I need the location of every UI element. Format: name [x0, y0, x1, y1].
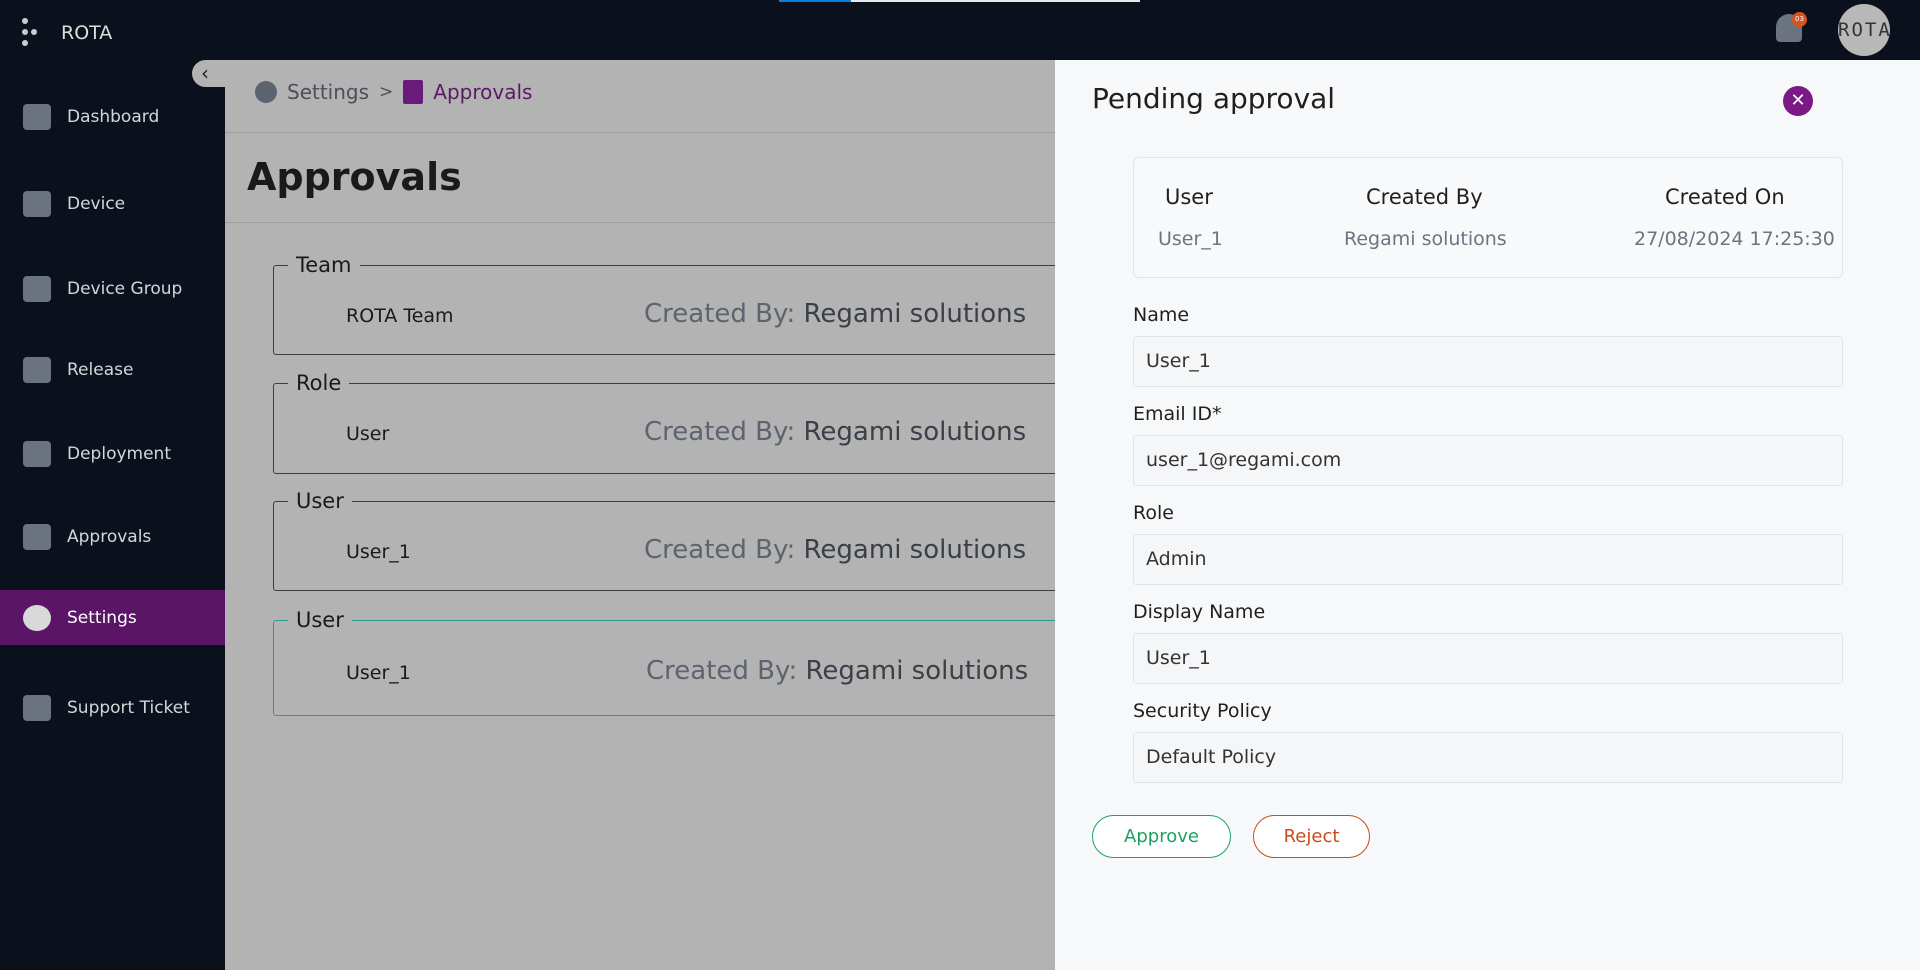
sidebar-item-release[interactable]: Release: [0, 342, 225, 397]
approval-card-user-selected[interactable]: User User_1 Created By: Regami solutions: [273, 608, 1093, 716]
card-name: User_1: [346, 662, 411, 684]
sidebar-item-label: Release: [67, 359, 134, 380]
approval-card-team[interactable]: Team ROTA Team Created By: Regami soluti…: [273, 253, 1093, 355]
divider: [225, 222, 1055, 223]
ticket-icon: [23, 694, 51, 721]
dashboard-icon: [23, 103, 51, 130]
sidebar-item-label: Settings: [67, 607, 137, 628]
summary-user: User_1: [1158, 228, 1223, 250]
card-created-by: Created By: Regami solutions: [644, 299, 1027, 329]
display-name-label: Display Name: [1133, 601, 1266, 623]
page-title: Approvals: [247, 155, 462, 199]
card-type: User: [296, 608, 344, 632]
name-label: Name: [1133, 304, 1190, 326]
reject-button[interactable]: Reject: [1253, 815, 1370, 858]
collapse-sidebar-button[interactable]: ‹: [192, 60, 225, 87]
approvals-doc-icon: [403, 80, 424, 104]
role-label: Role: [1133, 502, 1174, 524]
role-field[interactable]: Admin: [1133, 534, 1843, 585]
sidebar-item-label: Device Group: [67, 278, 183, 299]
panel-title: Pending approval: [1092, 82, 1336, 115]
device-group-icon: [23, 275, 51, 302]
card-created-by: Created By: Regami solutions: [646, 656, 1029, 686]
email-label: Email ID*: [1133, 403, 1222, 425]
sidebar-item-support-ticket[interactable]: Support Ticket: [0, 680, 225, 735]
summary-header-user: User: [1165, 185, 1213, 209]
approval-card-role[interactable]: Role User Created By: Regami solutions: [273, 371, 1093, 474]
avatar[interactable]: ROTA: [1838, 4, 1890, 56]
sidebar-item-label: Approvals: [67, 526, 152, 547]
close-icon[interactable]: ✕: [1783, 86, 1813, 116]
app-menu-icon[interactable]: [22, 18, 37, 46]
summary-header-created-on: Created On: [1665, 185, 1785, 209]
top-bar: [0, 0, 1920, 60]
card-type: Team: [296, 253, 352, 277]
card-created-by: Created By: Regami solutions: [644, 417, 1027, 447]
approve-button[interactable]: Approve: [1092, 815, 1231, 858]
sidebar-item-settings[interactable]: Settings: [0, 590, 225, 645]
card-name: User: [346, 423, 390, 445]
breadcrumb: Settings > Approvals: [255, 80, 532, 104]
display-name-field[interactable]: User_1: [1133, 633, 1843, 684]
rocket-icon: [23, 440, 51, 467]
gear-icon: [255, 81, 277, 103]
sidebar-item-device-group[interactable]: Device Group: [0, 261, 225, 316]
sidebar-item-deployment[interactable]: Deployment: [0, 426, 225, 481]
breadcrumb-separator: >: [379, 82, 394, 102]
release-box-icon: [23, 356, 51, 383]
approvals-icon: [23, 523, 51, 550]
sidebar-item-label: Support Ticket: [67, 697, 190, 718]
security-policy-field[interactable]: Default Policy: [1133, 732, 1843, 783]
card-type: Role: [296, 371, 342, 395]
notification-badge: 03: [1792, 12, 1807, 27]
sidebar-item-label: Dashboard: [67, 106, 160, 127]
summary-created-by: Regami solutions: [1344, 228, 1507, 250]
card-type: User: [296, 489, 344, 513]
name-field[interactable]: User_1: [1133, 336, 1843, 387]
sidebar-item-approvals[interactable]: Approvals: [0, 509, 225, 564]
card-created-by: Created By: Regami solutions: [644, 535, 1027, 565]
card-name: ROTA Team: [346, 305, 454, 327]
summary-header-created-by: Created By: [1366, 185, 1483, 209]
email-field[interactable]: user_1@regami.com: [1133, 435, 1843, 486]
sidebar-item-label: Deployment: [67, 443, 171, 464]
sidebar-item-device[interactable]: Device: [0, 176, 225, 231]
app-title: ROTA: [61, 22, 113, 44]
device-icon: [23, 190, 51, 217]
sidebar: Dashboard Device Device Group Release De…: [0, 60, 225, 970]
approval-card-user[interactable]: User User_1 Created By: Regami solutions: [273, 489, 1093, 591]
loading-progress-bar: [779, 0, 1140, 2]
gear-icon: [23, 604, 51, 631]
main-content: Settings > Approvals Approvals Team ROTA…: [225, 60, 1093, 970]
sidebar-item-label: Device: [67, 193, 126, 214]
breadcrumb-approvals: Approvals: [433, 80, 533, 104]
card-name: User_1: [346, 541, 411, 563]
breadcrumb-settings[interactable]: Settings: [287, 80, 370, 104]
divider: [225, 132, 1055, 133]
summary-created-on: 27/08/2024 17:25:30: [1634, 228, 1835, 250]
security-policy-label: Security Policy: [1133, 700, 1272, 722]
sidebar-item-dashboard[interactable]: Dashboard: [0, 89, 225, 144]
pending-approval-panel: Pending approval User Created By Created…: [1055, 60, 1920, 970]
approval-summary: User Created By Created On User_1 Regami…: [1133, 157, 1843, 278]
